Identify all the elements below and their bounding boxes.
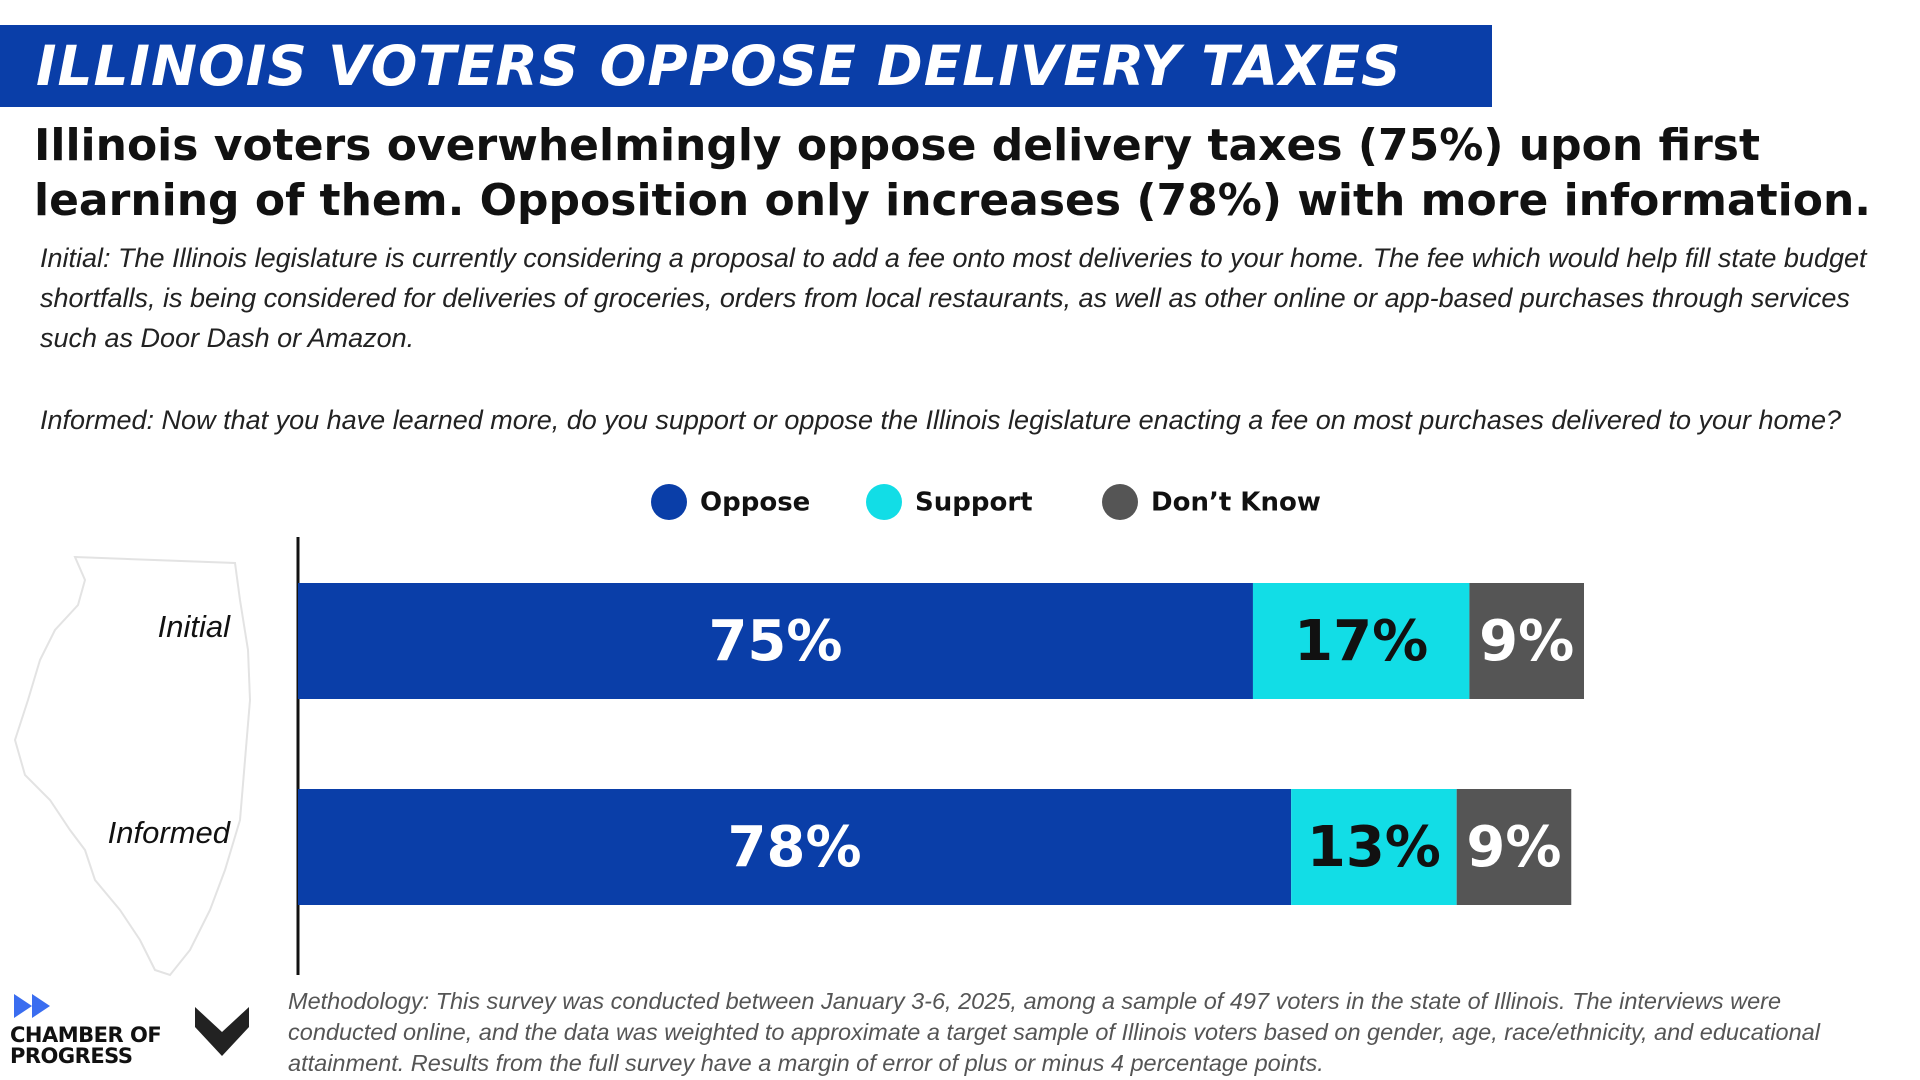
category-label: Informed xyxy=(108,815,232,850)
bar-segment xyxy=(1252,583,1470,699)
data-label: 9% xyxy=(1466,815,1561,880)
chart-title: ILLINOIS VOTERS OPPOSE DELIVERY TAXES xyxy=(36,34,1402,98)
category-label: Initial xyxy=(158,609,231,644)
logo-arrows xyxy=(14,994,50,1018)
data-label: 78% xyxy=(728,815,862,880)
bar-segment xyxy=(1291,789,1457,905)
legend-label: Oppose xyxy=(700,488,810,518)
legend-swatch xyxy=(1102,484,1138,520)
legend-label: Don’t Know xyxy=(1151,488,1321,518)
data-label: 75% xyxy=(708,609,842,674)
bar-segment xyxy=(1456,789,1572,905)
data-label: 17% xyxy=(1294,609,1428,674)
question-note: Initial: The Illinois legislature is cur… xyxy=(40,243,1867,353)
logo-mark xyxy=(195,1007,249,1056)
bar-segment xyxy=(298,789,1292,905)
data-label: 13% xyxy=(1307,815,1441,880)
state-outline xyxy=(13,555,252,977)
bar-segment xyxy=(1469,583,1584,699)
legend-swatch xyxy=(651,484,687,520)
chart-subtitle: Illinois voters overwhelmingly oppose de… xyxy=(34,120,1871,226)
data-label: 9% xyxy=(1479,609,1574,674)
title-bar xyxy=(0,25,1492,107)
legend-label: Support xyxy=(915,488,1033,518)
methodology: Methodology: This survey was conducted b… xyxy=(288,988,1820,1076)
legend-swatch xyxy=(866,484,902,520)
logo-text: CHAMBER OF PROGRESS xyxy=(10,1023,162,1068)
question-note: Informed: Now that you have learned more… xyxy=(40,405,1842,435)
bar-segment xyxy=(298,583,1253,699)
